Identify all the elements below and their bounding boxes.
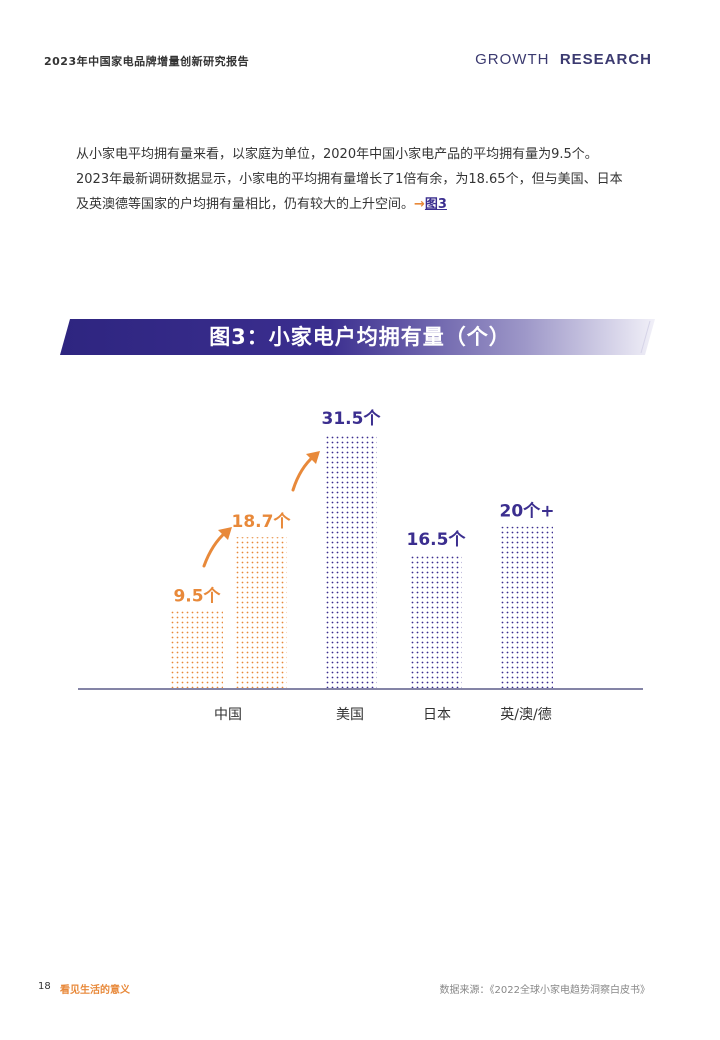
footer-tagline: 看见生活的意义 <box>60 985 130 996</box>
bar-4 <box>410 554 462 688</box>
report-title: 2023年中国家电品牌增量创新研究报告 <box>44 55 250 68</box>
brand-research: RESEARCH <box>559 51 652 68</box>
growth-arrow-2-head <box>306 451 320 464</box>
bar-value-label-1: 9.5个 <box>173 585 221 606</box>
bar-value-label-2: 18.7个 <box>232 511 292 532</box>
bar-3 <box>325 434 377 688</box>
category-label-2: 美国 <box>336 707 364 723</box>
intro-line-3: 及英澳德等国家的户均拥有量相比，仍有较大的上升空间。→图3 <box>76 192 656 217</box>
brand-logo: GROWTH RESEARCH <box>475 51 652 68</box>
bar-value-label-5: 20个+ <box>500 501 555 522</box>
growth-arrow-1 <box>202 530 228 568</box>
bar-chart: 9.5个 18.7个 31.5个 16.5个 20个+ 中国 美国 日本 英/澳/德 <box>78 408 643 723</box>
growth-arrow-2 <box>291 454 316 492</box>
bar-1 <box>171 611 223 688</box>
bar-2 <box>235 537 287 688</box>
figure-3-link[interactable]: 图3 <box>424 197 447 212</box>
category-label-4: 英/澳/德 <box>500 706 551 723</box>
category-label-3: 日本 <box>423 707 451 723</box>
intro-paragraph: 从小家电平均拥有量来看，以家庭为单位，2020年中国小家电产品的平均拥有量为9.… <box>76 142 656 217</box>
growth-arrow-1-head <box>218 527 232 540</box>
figure-title: 图3：小家电户均拥有量（个） <box>209 325 511 349</box>
intro-line-1: 从小家电平均拥有量来看，以家庭为单位，2020年中国小家电产品的平均拥有量为9.… <box>76 147 598 162</box>
category-label-1: 中国 <box>214 707 242 723</box>
data-source: 数据来源：《2022全球小家电趋势洞察白皮书》 <box>439 985 650 996</box>
bar-5 <box>501 526 553 688</box>
bar-value-label-3: 31.5个 <box>322 408 382 429</box>
intro-line-2: 2023年最新调研数据显示，小家电的平均拥有量增长了1倍有余，为18.65个，但… <box>76 172 623 187</box>
arrow-right-icon: → <box>414 197 425 212</box>
page-number: 18 <box>38 981 51 992</box>
brand-growth: GROWTH <box>475 51 550 68</box>
figure-title-banner <box>60 319 655 355</box>
bar-value-label-4: 16.5个 <box>407 529 467 550</box>
intro-line-3-text: 及英澳德等国家的户均拥有量相比，仍有较大的上升空间。 <box>76 197 415 212</box>
